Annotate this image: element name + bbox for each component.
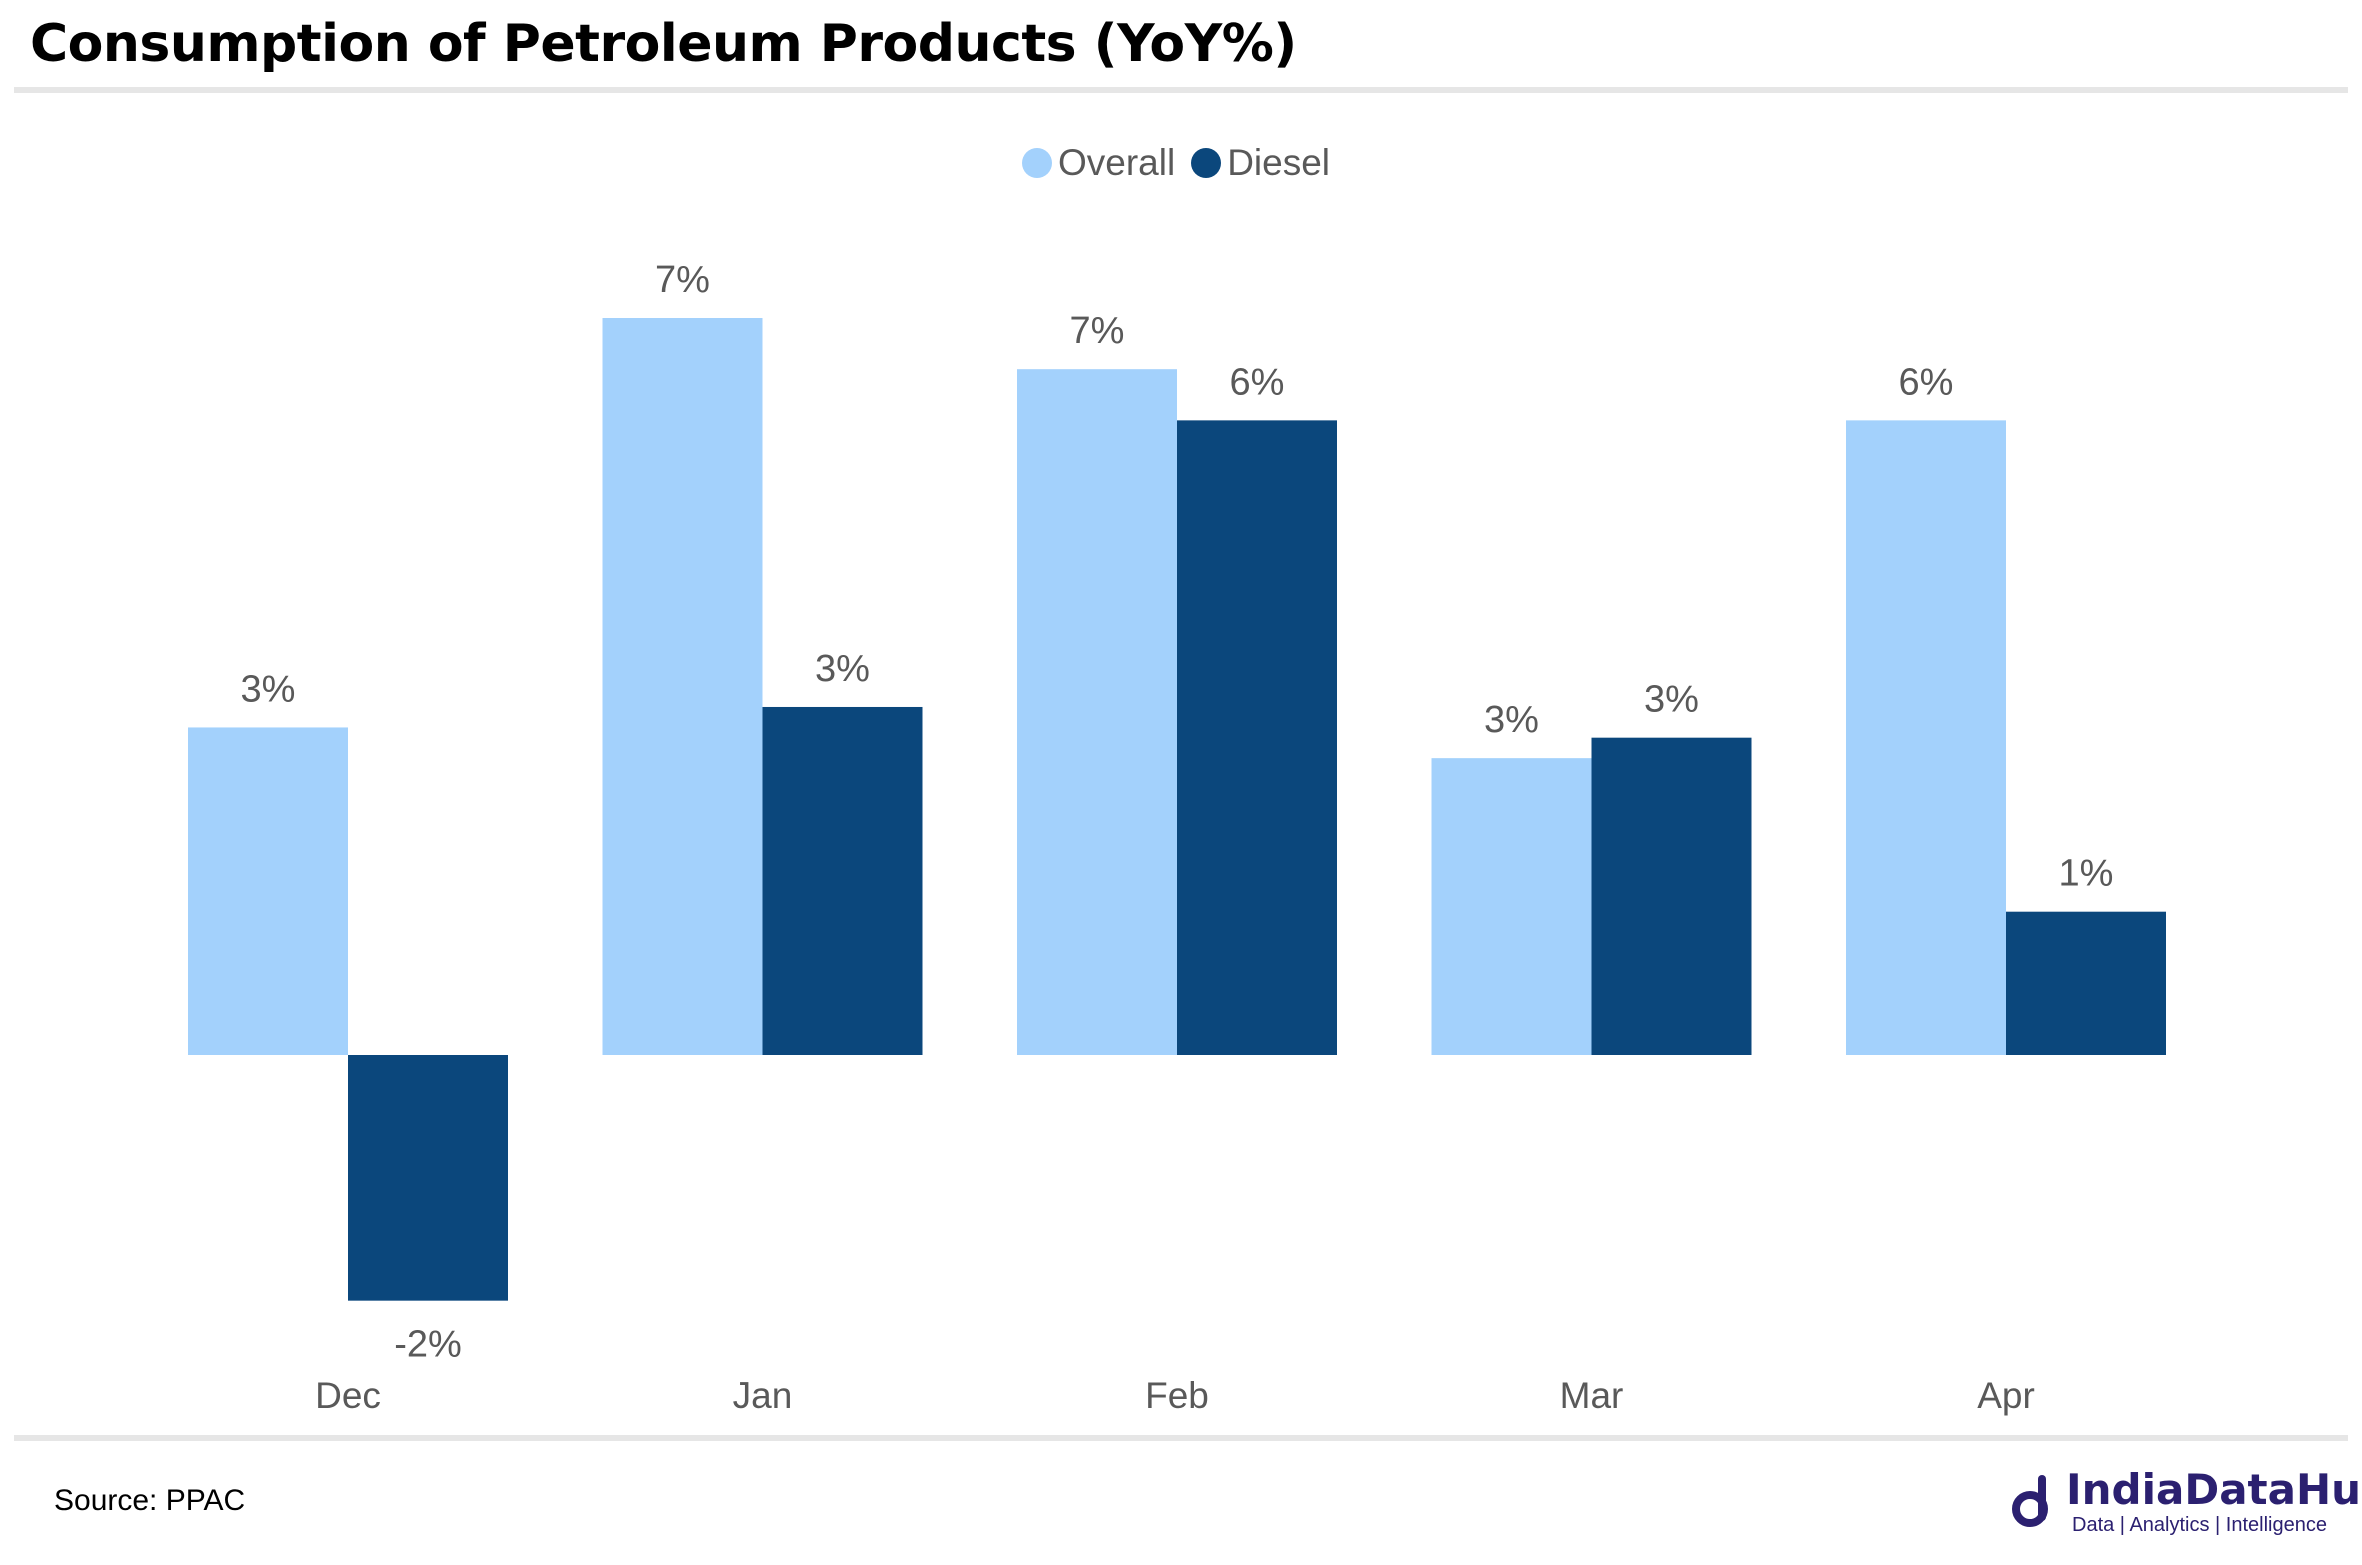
brand-tagline: Data | Analytics | Intelligence [2072,1514,2327,1536]
x-tick-label-dec: Dec [315,1375,381,1416]
x-tick-label-apr: Apr [1977,1375,2035,1416]
title-divider [14,87,2348,93]
data-label-diesel-feb: 6% [1230,361,1285,403]
chart-legend: Overall Diesel [1022,142,1346,184]
legend-swatch-diesel [1191,148,1222,178]
data-label-overall-dec: 3% [241,668,296,710]
legend-item-overall: Overall [1022,142,1175,184]
brand-mark-icon [2012,1475,2048,1527]
bar-overall-dec [188,727,348,1055]
x-tick-label-jan: Jan [733,1375,793,1416]
bar-diesel-jan [762,706,923,1055]
data-label-overall-feb: 7% [1070,310,1125,352]
bar-diesel-apr [2006,911,2166,1055]
legend-label-overall: Overall [1058,142,1176,183]
bar-chart: 3% -2% Dec 7% 3% Jan 7% 6% Feb 3% 3% Mar 6% 1% Apr [188,259,2166,1416]
data-label-overall-apr: 6% [1899,361,1954,403]
bar-diesel-mar [1591,737,1752,1055]
footer-divider [14,1435,2348,1441]
bar-overall-jan [602,318,763,1055]
data-label-diesel-apr: 1% [2059,853,2114,895]
data-label-overall-mar: 3% [1484,699,1539,741]
data-label-diesel-jan: 3% [815,648,870,690]
x-tick-label-mar: Mar [1560,1375,1624,1416]
brand-name: IndiaDataHub [2066,1465,2362,1514]
data-label-diesel-mar: 3% [1644,679,1699,721]
legend-label-diesel: Diesel [1227,142,1331,183]
data-label-overall-jan: 7% [655,259,710,301]
bar-overall-apr [1846,420,2006,1056]
x-tick-label-feb: Feb [1145,1375,1209,1416]
bar-diesel-feb [1177,420,1337,1056]
chart-title: Consumption of Petroleum Products (YoY%) [30,14,1297,74]
bar-overall-feb [1017,369,1177,1055]
legend-item-diesel: Diesel [1191,142,1330,184]
source-note: Source: PPAC [54,1484,246,1517]
legend-swatch-overall [1022,148,1052,178]
bar-diesel-dec [348,1055,508,1301]
data-label-diesel-dec: -2% [394,1324,462,1366]
brand-logo: IndiaDataHub Data | Analytics | Intellig… [2012,1468,2362,1538]
bar-overall-mar [1431,758,1592,1055]
